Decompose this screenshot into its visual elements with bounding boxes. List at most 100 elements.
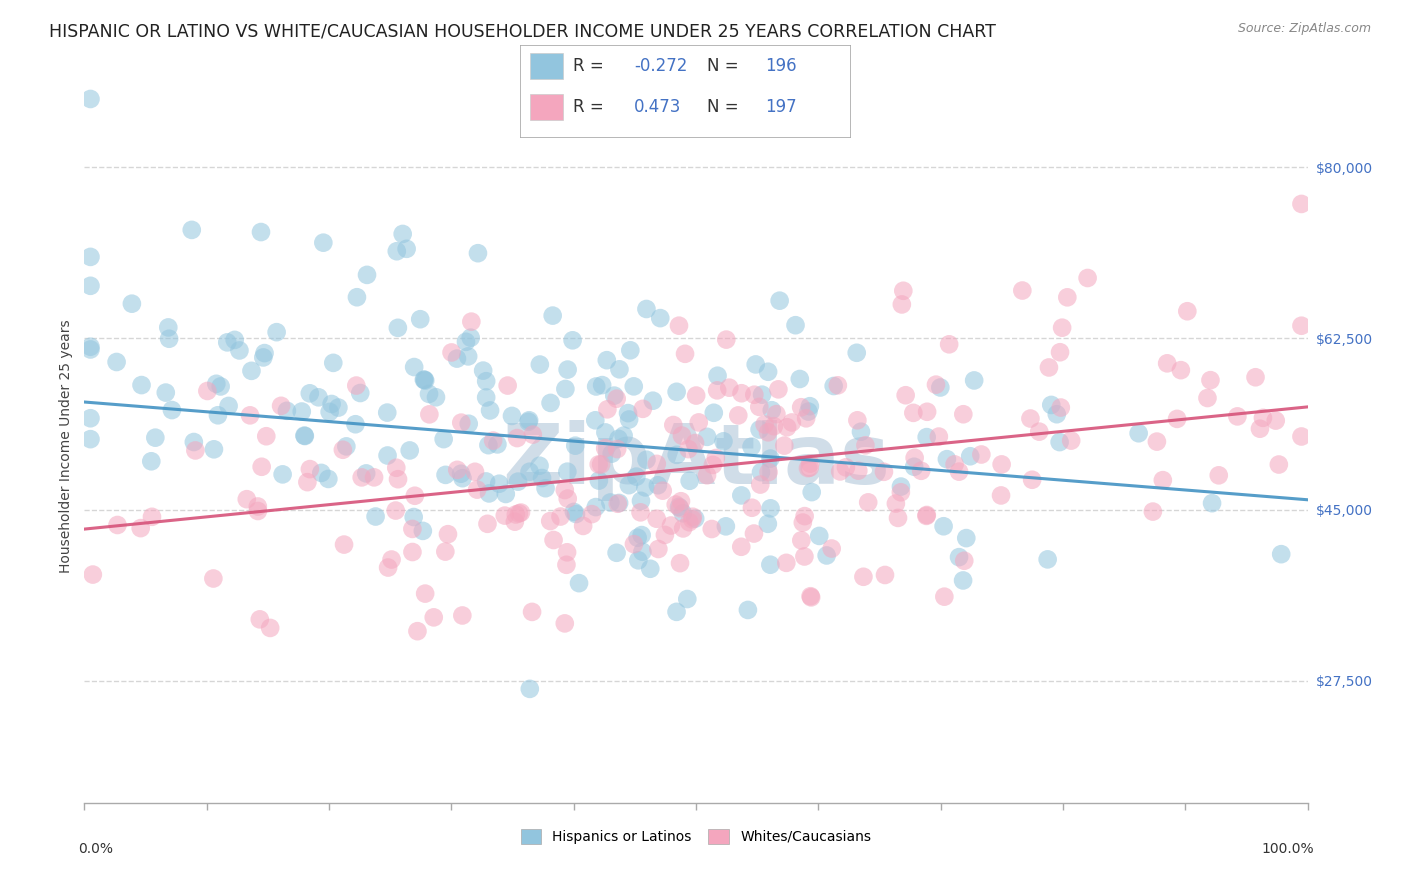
Point xyxy=(385,460,408,475)
Point xyxy=(457,350,479,364)
Point xyxy=(79,343,101,357)
Point xyxy=(349,386,371,401)
Point xyxy=(217,335,239,350)
Point xyxy=(599,495,621,509)
Point xyxy=(422,610,444,624)
Point xyxy=(1156,356,1178,370)
Point xyxy=(437,527,460,541)
Point xyxy=(645,512,668,526)
Point xyxy=(395,242,418,256)
Point xyxy=(928,429,950,443)
Point xyxy=(706,368,728,383)
Point xyxy=(413,374,436,388)
Point xyxy=(543,533,565,547)
Point xyxy=(1175,304,1198,318)
Point xyxy=(742,526,765,541)
Point xyxy=(384,503,406,517)
Point xyxy=(606,497,628,511)
Point xyxy=(751,387,773,401)
Point xyxy=(380,552,402,566)
Point xyxy=(856,495,879,509)
Point xyxy=(808,529,831,543)
Point xyxy=(564,439,586,453)
Text: ZipAtlas: ZipAtlas xyxy=(502,420,890,500)
Point xyxy=(588,474,610,488)
Point xyxy=(1170,363,1192,377)
Point xyxy=(773,439,796,453)
Point xyxy=(1197,391,1219,405)
Point xyxy=(195,384,218,398)
Point xyxy=(741,500,763,515)
Point xyxy=(141,509,163,524)
Point xyxy=(240,364,263,378)
Point xyxy=(1021,473,1043,487)
Point xyxy=(904,450,927,465)
Point xyxy=(630,493,652,508)
Point xyxy=(464,465,486,479)
Point xyxy=(236,492,259,507)
Point xyxy=(472,363,495,377)
Point xyxy=(821,541,844,556)
Point xyxy=(758,465,780,479)
Point xyxy=(218,399,240,413)
Point xyxy=(623,537,645,551)
Point xyxy=(508,507,530,521)
Point xyxy=(451,471,474,485)
Point xyxy=(377,560,399,574)
Point xyxy=(1019,411,1042,425)
Point xyxy=(585,500,607,514)
Point xyxy=(650,311,672,326)
Point xyxy=(356,268,378,282)
Point xyxy=(890,485,912,500)
Point xyxy=(792,516,814,530)
Point xyxy=(540,396,562,410)
Point xyxy=(678,474,700,488)
Point xyxy=(259,621,281,635)
Point xyxy=(793,549,815,564)
Point xyxy=(873,568,896,582)
Point xyxy=(636,452,658,467)
Point xyxy=(253,346,276,360)
Point xyxy=(467,246,489,260)
Point xyxy=(626,469,648,483)
Point xyxy=(496,378,519,392)
Point xyxy=(765,407,787,421)
Point xyxy=(79,411,101,425)
Point xyxy=(418,408,440,422)
Point xyxy=(938,337,960,351)
Point xyxy=(910,464,932,478)
Point xyxy=(630,505,652,519)
Point xyxy=(1040,398,1063,412)
Point xyxy=(79,278,101,293)
Point xyxy=(673,347,696,361)
Point xyxy=(554,382,576,396)
Point xyxy=(759,451,782,466)
Point xyxy=(714,519,737,533)
Point xyxy=(681,512,703,526)
Point xyxy=(668,318,690,333)
Point xyxy=(754,417,776,432)
Point xyxy=(413,586,436,600)
Point xyxy=(932,519,955,533)
Point xyxy=(716,333,738,347)
Text: N =: N = xyxy=(707,57,744,75)
Point xyxy=(596,353,619,368)
Point xyxy=(607,496,630,510)
Point xyxy=(581,507,603,521)
Point xyxy=(737,603,759,617)
Point xyxy=(531,471,554,485)
Point xyxy=(1166,412,1188,426)
Point xyxy=(364,509,387,524)
Point xyxy=(703,406,725,420)
Point xyxy=(600,447,623,461)
Point xyxy=(789,372,811,386)
Point xyxy=(488,476,510,491)
Point xyxy=(205,376,228,391)
Point xyxy=(202,572,225,586)
Point xyxy=(1291,429,1313,443)
Point xyxy=(465,483,488,497)
Point xyxy=(631,545,654,559)
Point xyxy=(434,544,457,558)
Point xyxy=(1264,414,1286,428)
Point xyxy=(588,458,610,472)
